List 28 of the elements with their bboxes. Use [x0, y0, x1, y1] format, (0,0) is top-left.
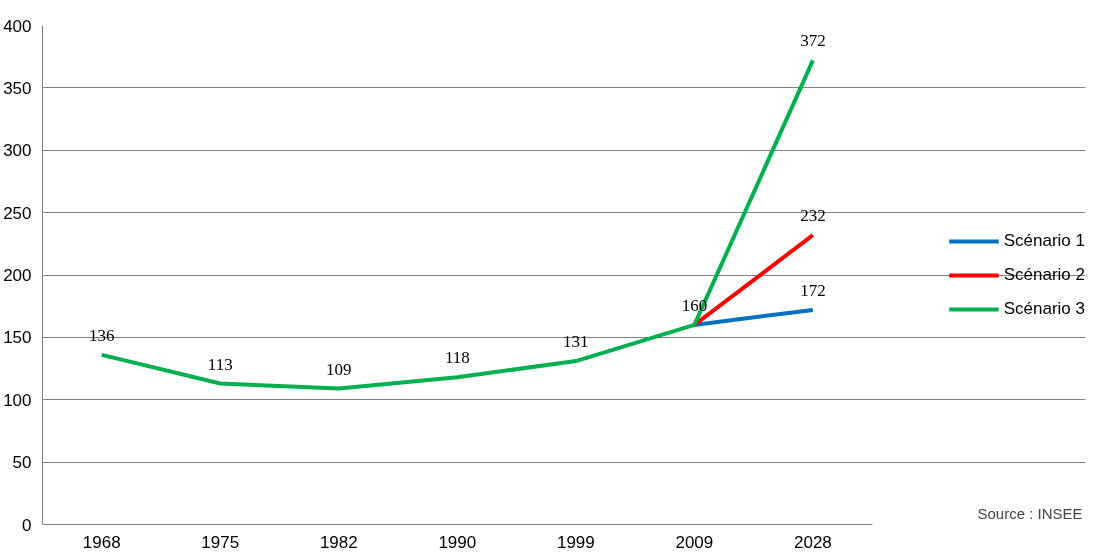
data-label: 131 [563, 332, 589, 352]
x-tick-label: 2009 [675, 532, 714, 552]
source-note: Source : INSEE [977, 504, 1083, 522]
x-tick-label: 1968 [82, 532, 121, 552]
data-label: 118 [444, 348, 470, 368]
data-label: 113 [207, 354, 233, 374]
legend-label: Scénario 1 [1003, 230, 1085, 251]
y-tick-label: 150 [3, 328, 32, 348]
x-tick-label: 2028 [793, 532, 832, 552]
data-label: 136 [89, 325, 115, 345]
x-tick-label: 1975 [201, 532, 240, 552]
y-tick-label: 300 [3, 141, 32, 161]
legend-label: Scénario 2 [1003, 264, 1085, 285]
data-label: 372 [800, 31, 826, 51]
y-tick-label: 0 [22, 515, 32, 535]
y-tick-label: 100 [3, 390, 32, 410]
x-tick-label: 1999 [556, 532, 595, 552]
y-tick-label: 250 [3, 203, 32, 223]
y-tick-label: 50 [12, 453, 32, 473]
data-label: 109 [326, 359, 352, 379]
x-tick-label: 1990 [438, 532, 477, 552]
y-tick-label: 200 [3, 266, 32, 285]
data-label: 172 [800, 280, 826, 300]
legend-label: Scénario 3 [1003, 298, 1085, 319]
y-tick-label: 400 [3, 16, 32, 36]
x-tick-label: 1982 [319, 532, 358, 552]
y-tick-label: 350 [3, 78, 32, 98]
data-label: 232 [800, 206, 826, 226]
